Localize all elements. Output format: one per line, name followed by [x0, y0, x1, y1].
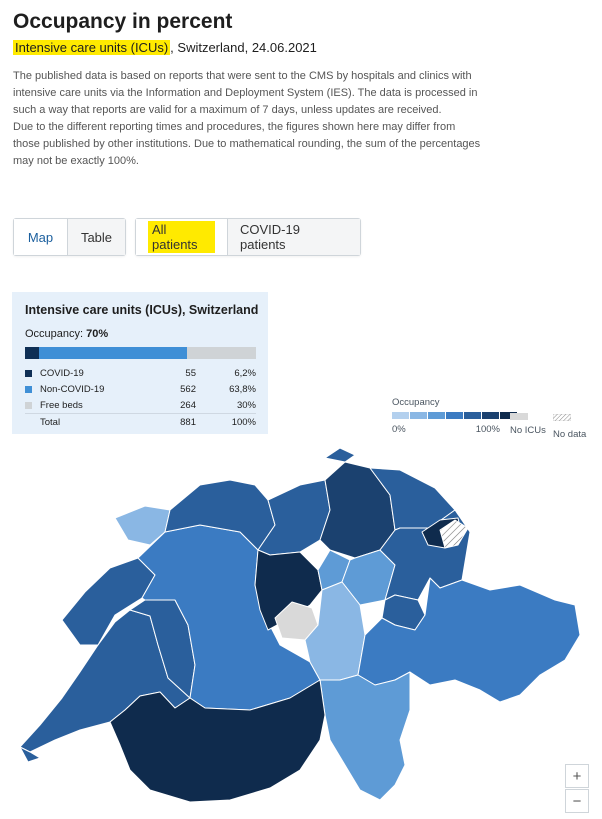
- canton-aargau[interactable]: [257, 479, 331, 556]
- summary-panel: Intensive care units (ICUs), Switzerland…: [12, 292, 268, 434]
- summary-row-total: Total 881 100%: [25, 413, 256, 430]
- description-paragraph-1: The published data is based on reports t…: [13, 70, 478, 116]
- free-beds-swatch: [25, 401, 32, 409]
- legend-step: [500, 412, 517, 419]
- non-covid-swatch: [25, 385, 32, 393]
- map-tab-button[interactable]: Map: [14, 219, 67, 255]
- map-legend: Occupancy 0% 100% No ICUs No data: [392, 397, 586, 440]
- canton-lucerne[interactable]: [254, 549, 323, 631]
- legend-step: [464, 412, 481, 419]
- legend-step: [428, 412, 445, 419]
- summary-row-covid: COVID-19 55 6,2%: [25, 365, 256, 381]
- all-patients-button[interactable]: All patients: [136, 219, 227, 255]
- all-patients-label: All patients: [148, 221, 215, 253]
- summary-title: Intensive care units (ICUs), Switzerland: [25, 303, 259, 317]
- page-subtitle: Intensive care units (ICUs), Switzerland…: [13, 40, 317, 55]
- canton-no-data[interactable]: [439, 519, 469, 549]
- bar-segment-free-beds: [186, 347, 256, 359]
- row-percent: 63,8%: [229, 383, 256, 395]
- row-count: 55: [185, 367, 196, 379]
- description-paragraph-2: Due to the different reporting times and…: [13, 121, 481, 167]
- subtitle-rest: , Switzerland, 24.06.2021: [170, 40, 317, 55]
- row-percent: 30%: [236, 399, 256, 411]
- view-toggle: Map Table: [13, 218, 126, 256]
- occupancy-value: 70%: [86, 328, 109, 340]
- table-tab-button[interactable]: Table: [67, 219, 125, 255]
- legend-step: [482, 412, 499, 419]
- zoom-out-button[interactable]: −: [565, 789, 589, 813]
- row-count: 881: [180, 416, 196, 428]
- legend-max-label: 100%: [475, 424, 500, 435]
- patient-toggle: All patients COVID-19 patients: [135, 218, 361, 256]
- summary-table: COVID-19 55 6,2% Non-COVID-19 562 63,8% …: [25, 365, 256, 430]
- no-data-label: No data: [553, 429, 587, 440]
- zoom-in-button[interactable]: +: [565, 764, 589, 788]
- row-count: 562: [180, 383, 196, 395]
- legend-title: Occupancy: [392, 397, 440, 408]
- bar-segment-non-covid: [39, 347, 187, 359]
- subtitle-highlight: Intensive care units (ICUs): [13, 40, 171, 55]
- summary-row-non-covid: Non-COVID-19 562 63,8%: [25, 381, 256, 397]
- canton-valais[interactable]: [109, 679, 326, 803]
- covid-patients-button[interactable]: COVID-19 patients: [227, 219, 360, 255]
- legend-no-icus: No ICUs: [510, 413, 546, 436]
- no-icus-label: No ICUs: [510, 425, 546, 436]
- legend-step: [410, 412, 427, 419]
- occupancy-summary: Occupancy: 70%: [25, 328, 108, 340]
- description: The published data is based on reports t…: [13, 68, 483, 170]
- row-label: Non-COVID-19: [40, 383, 105, 395]
- page-title: Occupancy in percent: [13, 10, 233, 33]
- no-icus-swatch: [510, 413, 528, 420]
- occupancy-label: Occupancy:: [25, 328, 84, 340]
- switzerland-cantons-map[interactable]: [0, 440, 602, 819]
- legend-ticks: 0% 100%: [392, 424, 500, 435]
- row-label: Free beds: [40, 399, 83, 411]
- no-data-swatch: [552, 413, 572, 422]
- legend-color-scale: [392, 412, 518, 419]
- canton-geneva[interactable]: [19, 746, 41, 763]
- summary-row-free-beds: Free beds 264 30%: [25, 397, 256, 413]
- legend-no-data: No data: [552, 413, 589, 440]
- bar-segment-covid: [25, 347, 40, 359]
- canton-schaffhausen[interactable]: [324, 447, 356, 463]
- occupancy-bar: [25, 347, 256, 359]
- legend-step: [446, 412, 463, 419]
- legend-min-label: 0%: [392, 424, 406, 435]
- legend-step: [392, 412, 409, 419]
- row-label: COVID-19: [40, 367, 84, 379]
- row-count: 264: [180, 399, 196, 411]
- row-percent: 100%: [231, 416, 256, 428]
- row-percent: 6,2%: [234, 367, 256, 379]
- covid-swatch: [25, 369, 32, 377]
- row-label: Total: [40, 416, 61, 428]
- canton-graubuenden[interactable]: [357, 577, 581, 703]
- canton-ticino[interactable]: [319, 671, 411, 801]
